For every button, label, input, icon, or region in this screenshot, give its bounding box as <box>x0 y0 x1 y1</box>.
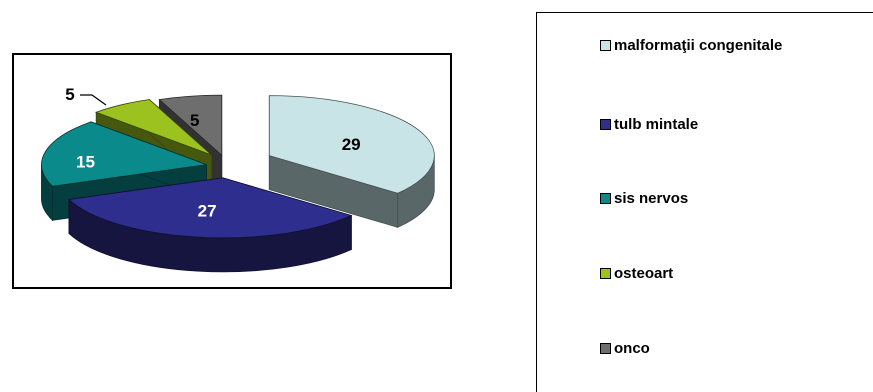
legend-label: malformaţii congenitale <box>614 37 783 54</box>
legend-swatch <box>600 40 611 51</box>
pie-slice <box>41 121 207 222</box>
pie-chart-frame: 29 27 15 5 5 <box>12 53 452 289</box>
legend-item: malformaţii congenitale <box>600 37 782 54</box>
leader-line <box>80 94 107 106</box>
legend-item: onco <box>600 340 650 357</box>
legend-swatch <box>600 268 611 279</box>
pie-slice <box>268 95 435 228</box>
legend-swatch <box>600 343 611 354</box>
legend-item: osteoart <box>600 265 673 282</box>
pie-slice <box>68 177 353 273</box>
legend-label: sis nervos <box>614 190 689 207</box>
legend-swatch <box>600 193 611 204</box>
pie-data-label: 5 <box>190 111 199 130</box>
pie-data-label: 27 <box>198 201 217 220</box>
legend-label: onco <box>614 340 650 357</box>
pie-data-label: 15 <box>76 152 95 171</box>
legend-swatch <box>600 119 611 130</box>
legend-item: sis nervos <box>600 190 688 207</box>
legend-label: tulb mintale <box>614 116 699 133</box>
legend-item: tulb mintale <box>600 116 698 133</box>
pie-data-label: 5 <box>65 85 74 104</box>
chart-legend: malformaţii congenitale tulb mintale sis n… <box>536 12 873 392</box>
pie-chart: 29 27 15 5 5 <box>41 85 435 273</box>
legend-label: osteoart <box>614 265 674 282</box>
pie-data-label: 29 <box>342 135 361 154</box>
